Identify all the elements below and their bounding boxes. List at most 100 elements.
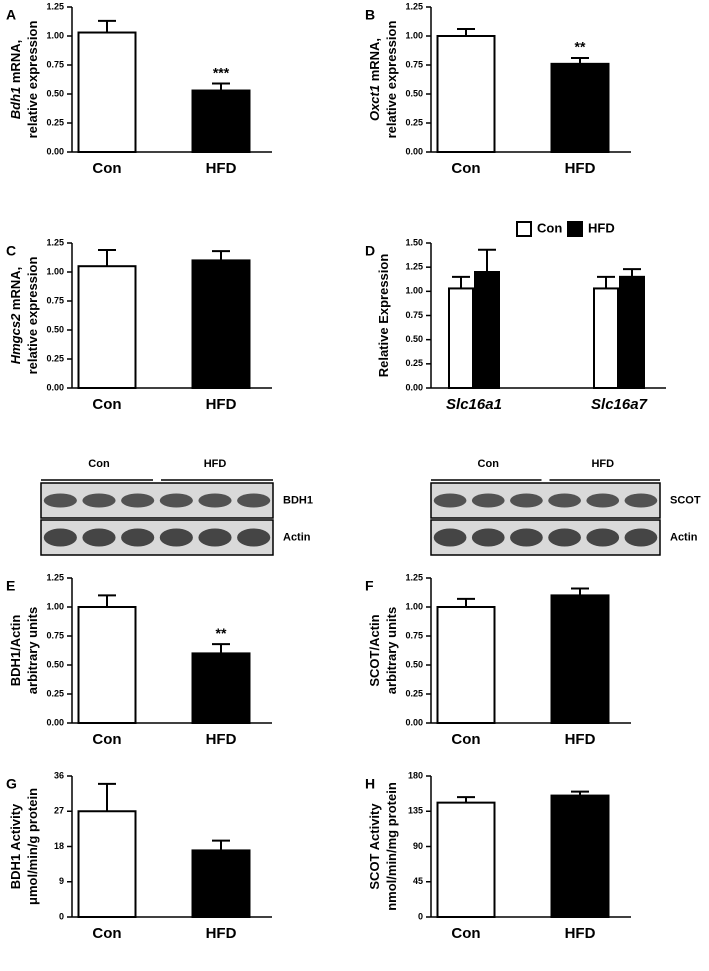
- error-bar: [457, 597, 475, 607]
- x-tick-label: Con: [451, 160, 480, 177]
- x-tick-label: Con: [92, 160, 121, 177]
- x-tick-label: Con: [92, 396, 121, 413]
- panel-label: E: [6, 578, 15, 594]
- y-axis-label-text: Relative Expression: [376, 254, 391, 378]
- bar: [191, 89, 251, 153]
- bar: [436, 606, 496, 724]
- blot-band: [237, 528, 271, 547]
- y-tick-label: 1.25: [405, 262, 423, 272]
- bar: [191, 849, 251, 919]
- blot-band: [121, 528, 155, 547]
- band-label: Actin: [283, 531, 311, 543]
- blot-band: [433, 493, 467, 508]
- error-bar: [623, 268, 641, 277]
- blot-band: [586, 493, 620, 508]
- error-bar: [571, 587, 589, 596]
- x-tick-label: HFD: [565, 925, 596, 942]
- bar: [77, 31, 137, 154]
- bar: [550, 594, 610, 725]
- blot-band: [237, 493, 271, 508]
- panel-label: H: [365, 776, 375, 792]
- x-tick-label: Slc16a7: [591, 396, 648, 413]
- y-axis-label: arbitrary units: [384, 607, 399, 694]
- error-bar: [98, 19, 116, 33]
- y-tick-label: 0.00: [46, 717, 64, 727]
- y-axis-label: SCOT Activity: [367, 803, 382, 890]
- blot-band: [624, 528, 658, 547]
- legend-swatch: [567, 221, 583, 237]
- y-axis-label: arbitrary units: [25, 607, 40, 694]
- y-tick-label: 0.75: [46, 295, 64, 305]
- bar: [550, 62, 610, 154]
- y-axis-label-text: relative expression: [25, 257, 40, 375]
- bar: [550, 794, 610, 918]
- blot-band: [43, 528, 77, 547]
- bar: [191, 259, 251, 389]
- significance: **: [216, 625, 227, 641]
- blot-band: [471, 493, 505, 508]
- x-tick-label: HFD: [206, 731, 237, 748]
- error-bar: [457, 28, 475, 36]
- error-bar: [212, 250, 230, 261]
- panel-label: B: [365, 7, 375, 23]
- y-axis-label: relative expression: [384, 21, 399, 139]
- panel-label: F: [365, 578, 374, 594]
- blot-band: [198, 528, 232, 547]
- y-axis-label-text: BDH1/Actin: [8, 615, 23, 687]
- y-tick-label: 90: [413, 841, 423, 851]
- blot-band: [159, 528, 193, 547]
- y-axis-label: Relative Expression: [376, 254, 391, 378]
- y-axis-label-text: mRNA,: [8, 40, 23, 87]
- blot-band: [82, 493, 116, 508]
- y-axis-label: nmol/min/mg protein: [384, 782, 399, 911]
- x-tick-label: Slc16a1: [446, 396, 502, 413]
- error-bar: [212, 839, 230, 851]
- x-tick-label: Con: [451, 731, 480, 748]
- y-axis-label-text: arbitrary units: [384, 607, 399, 694]
- blot-band: [510, 493, 543, 508]
- blot-image: [40, 519, 274, 556]
- y-axis-label: Bdh1 mRNA,: [8, 40, 23, 119]
- blot-band: [43, 493, 77, 508]
- legend-label: Con: [537, 220, 562, 235]
- y-tick-label: 45: [413, 876, 423, 886]
- y-axis-label-gene: Hmgcs2: [8, 313, 23, 364]
- y-tick-label: 1.00: [46, 30, 64, 40]
- error-bar: [98, 248, 116, 267]
- panel-label: D: [365, 243, 375, 259]
- x-tick-label: HFD: [565, 160, 596, 177]
- y-tick-label: 1.00: [405, 601, 423, 611]
- y-tick-label: 0.00: [46, 382, 64, 392]
- blot-band: [82, 528, 116, 547]
- y-tick-label: 0.25: [46, 688, 64, 698]
- bar: [436, 801, 496, 919]
- y-tick-label: 0.50: [405, 88, 423, 98]
- y-axis-label: μmol/min/g protein: [25, 788, 40, 905]
- y-tick-label: 1.00: [46, 266, 64, 276]
- y-tick-label: 0.50: [405, 334, 423, 344]
- y-axis-label: SCOT/Actin: [367, 614, 382, 686]
- bar: [436, 35, 496, 153]
- blot-band: [586, 528, 620, 547]
- y-tick-label: 0.50: [46, 324, 64, 334]
- y-tick-label: 1.25: [46, 237, 64, 247]
- group-label: Con: [88, 458, 110, 470]
- x-tick-label: HFD: [206, 160, 237, 177]
- y-tick-label: 1.50: [405, 237, 423, 247]
- significance: ***: [213, 64, 230, 80]
- y-axis-label-text: SCOT/Actin: [367, 614, 382, 686]
- error-bar: [478, 248, 496, 272]
- group-label: Con: [478, 458, 500, 470]
- y-tick-label: 0: [59, 911, 64, 921]
- y-axis-label: Oxct1 mRNA,: [367, 38, 382, 121]
- panel-label: A: [6, 7, 16, 23]
- error-bar: [597, 275, 615, 289]
- y-axis-label: relative expression: [25, 257, 40, 375]
- bar: [77, 606, 137, 724]
- significance: **: [575, 39, 586, 55]
- blot-band: [510, 528, 543, 547]
- y-axis-label-text: μmol/min/g protein: [25, 788, 40, 905]
- blot-band: [433, 528, 467, 547]
- error-bar: [98, 782, 116, 812]
